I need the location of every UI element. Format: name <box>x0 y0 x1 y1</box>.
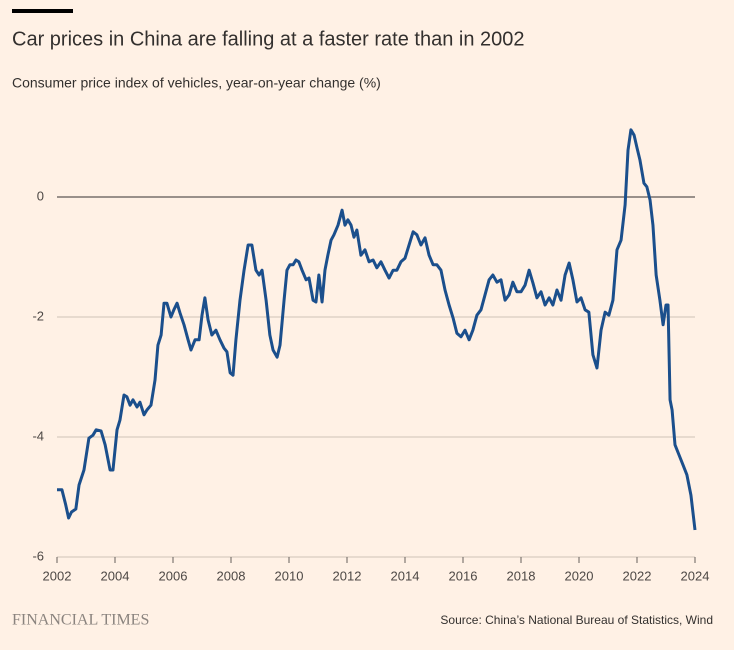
x-tick-label: 2022 <box>623 568 652 583</box>
x-tick-label: 2004 <box>101 568 130 583</box>
x-tick-label: 2008 <box>217 568 246 583</box>
brand-bar <box>12 9 73 13</box>
x-tick-label: 2010 <box>275 568 304 583</box>
x-tick-label: 2018 <box>507 568 536 583</box>
chart-subtitle: Consumer price index of vehicles, year-o… <box>12 75 381 91</box>
source: Source: China’s National Bureau of Stati… <box>440 613 713 627</box>
y-tick-label: -6 <box>32 548 44 563</box>
y-tick-label: 0 <box>37 188 44 203</box>
x-tick-label: 2014 <box>391 568 420 583</box>
x-tick-label: 2016 <box>449 568 478 583</box>
y-tick-label: -2 <box>32 308 44 323</box>
chart-title: Car prices in China are falling at a fas… <box>12 28 525 50</box>
x-tick-label: 2012 <box>333 568 362 583</box>
x-tick-label: 2024 <box>681 568 710 583</box>
brand: FINANCIAL TIMES <box>12 612 149 629</box>
x-tick-label: 2020 <box>565 568 594 583</box>
x-tick-label: 2006 <box>159 568 188 583</box>
data-line <box>57 128 697 531</box>
y-tick-label: -4 <box>32 428 44 443</box>
x-tick-label: 2002 <box>43 568 72 583</box>
